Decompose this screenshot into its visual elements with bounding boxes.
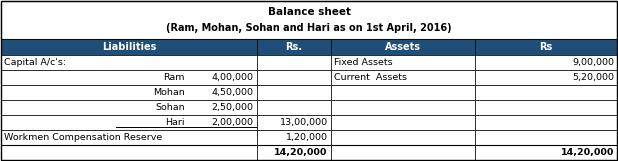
- Bar: [331, 145, 475, 160]
- Text: Sohan: Sohan: [156, 103, 185, 112]
- Bar: [331, 85, 475, 100]
- Bar: [256, 130, 331, 145]
- Text: 1,20,000: 1,20,000: [286, 133, 328, 142]
- Text: 14,20,000: 14,20,000: [561, 148, 614, 157]
- Bar: [256, 70, 331, 85]
- Bar: [331, 70, 475, 85]
- Text: 9,00,000: 9,00,000: [572, 58, 614, 67]
- Bar: [1, 1, 617, 39]
- Text: (Ram, Mohan, Sohan and Hari as on 1st April, 2016): (Ram, Mohan, Sohan and Hari as on 1st Ap…: [166, 23, 452, 33]
- Bar: [475, 130, 617, 145]
- Bar: [1, 39, 256, 55]
- Text: Current  Assets: Current Assets: [334, 73, 407, 82]
- Text: Assets: Assets: [385, 42, 421, 52]
- Bar: [1, 145, 256, 160]
- Text: Capital A/c's:: Capital A/c's:: [4, 58, 66, 67]
- Bar: [256, 85, 331, 100]
- Text: Balance sheet: Balance sheet: [268, 7, 350, 17]
- Bar: [475, 39, 617, 55]
- Bar: [331, 115, 475, 130]
- Text: 4,50,000: 4,50,000: [211, 88, 253, 97]
- Text: 4,00,000: 4,00,000: [211, 73, 253, 82]
- Text: Hari: Hari: [166, 118, 185, 127]
- Bar: [256, 39, 331, 55]
- Bar: [475, 55, 617, 70]
- Bar: [1, 115, 256, 130]
- Bar: [475, 115, 617, 130]
- Bar: [1, 100, 256, 115]
- Bar: [331, 130, 475, 145]
- Bar: [475, 70, 617, 85]
- Text: 5,20,000: 5,20,000: [572, 73, 614, 82]
- Bar: [331, 39, 475, 55]
- Text: Rs: Rs: [540, 42, 552, 52]
- Bar: [1, 70, 256, 85]
- Bar: [1, 85, 256, 100]
- Text: 2,00,000: 2,00,000: [211, 118, 253, 127]
- Text: Liabilities: Liabilities: [101, 42, 156, 52]
- Text: Fixed Assets: Fixed Assets: [334, 58, 392, 67]
- Bar: [1, 55, 256, 70]
- Text: Mohan: Mohan: [153, 88, 185, 97]
- Text: 13,00,000: 13,00,000: [279, 118, 328, 127]
- Bar: [475, 85, 617, 100]
- Bar: [256, 145, 331, 160]
- Bar: [256, 100, 331, 115]
- Bar: [331, 100, 475, 115]
- Bar: [256, 115, 331, 130]
- Bar: [331, 55, 475, 70]
- Text: Rs.: Rs.: [285, 42, 302, 52]
- Bar: [256, 55, 331, 70]
- Bar: [1, 130, 256, 145]
- Text: Workmen Compensation Reserve: Workmen Compensation Reserve: [4, 133, 163, 142]
- Bar: [475, 100, 617, 115]
- Text: 2,50,000: 2,50,000: [211, 103, 253, 112]
- Text: 14,20,000: 14,20,000: [274, 148, 328, 157]
- Text: Ram: Ram: [164, 73, 185, 82]
- Bar: [475, 145, 617, 160]
